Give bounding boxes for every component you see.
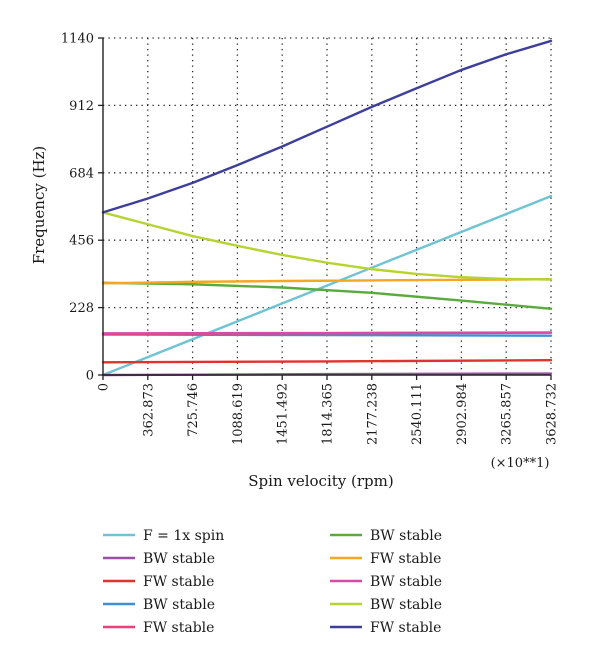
legend-label: F = 1x spin bbox=[143, 528, 224, 544]
series-line-7 bbox=[101, 278, 553, 285]
x-tick-label: 1814.365 bbox=[321, 383, 336, 445]
x-tick-label: 1451.492 bbox=[276, 383, 291, 445]
y-tick-label: 0 bbox=[86, 369, 94, 384]
series-line-8 bbox=[101, 331, 553, 335]
x-axis-title: Spin velocity (rpm) bbox=[248, 472, 393, 490]
axes bbox=[98, 37, 552, 380]
legend: F = 1x spin BW stable FW stable BW stable FW… bbox=[103, 528, 442, 636]
series-lines bbox=[101, 39, 553, 377]
y-tick-label: 1140 bbox=[61, 32, 94, 47]
legend-label: BW stable bbox=[370, 597, 442, 613]
series-line-6 bbox=[101, 281, 553, 310]
legend-label: BW stable bbox=[143, 597, 215, 613]
x-tick-label: 1088.619 bbox=[231, 383, 246, 445]
y-tick-label: 684 bbox=[69, 166, 94, 181]
x-tick-label: 2540.111 bbox=[410, 383, 425, 445]
x-tick-labels: 0 362.873 725.746 1088.619 1451.492 1814.365 2… bbox=[97, 383, 560, 445]
legend-label: BW stable bbox=[143, 551, 215, 567]
legend-label: FW stable bbox=[143, 620, 214, 636]
series-line-10 bbox=[101, 39, 553, 214]
x-tick-label: 3628.732 bbox=[545, 383, 560, 445]
legend-label: FW stable bbox=[370, 620, 441, 636]
x-axis-multiplier: (×10**1) bbox=[491, 456, 550, 471]
y-tick-label: 228 bbox=[69, 301, 94, 316]
legend-label: BW stable bbox=[370, 528, 442, 544]
legend-label: BW stable bbox=[370, 574, 442, 590]
x-tick-label: 362.873 bbox=[141, 383, 156, 437]
series-line-1 bbox=[101, 194, 553, 377]
grid-lines bbox=[103, 37, 552, 375]
x-tick-label: 3265.857 bbox=[500, 383, 515, 445]
series-line-9 bbox=[101, 211, 553, 281]
x-tick-label: 725.746 bbox=[186, 383, 201, 437]
x-tick-label: 2177.238 bbox=[365, 383, 380, 445]
legend-label: FW stable bbox=[143, 574, 214, 590]
y-axis-title: Frequency (Hz) bbox=[30, 146, 48, 265]
y-tick-label: 912 bbox=[69, 99, 94, 114]
x-tick-label: 0 bbox=[97, 383, 112, 391]
x-tick-label: 2902.984 bbox=[455, 383, 470, 445]
legend-label: FW stable bbox=[370, 551, 441, 567]
y-tick-label: 456 bbox=[69, 234, 94, 249]
y-tick-labels: 0 228 456 684 912 1140 bbox=[61, 32, 94, 384]
series-line-3 bbox=[101, 359, 553, 364]
